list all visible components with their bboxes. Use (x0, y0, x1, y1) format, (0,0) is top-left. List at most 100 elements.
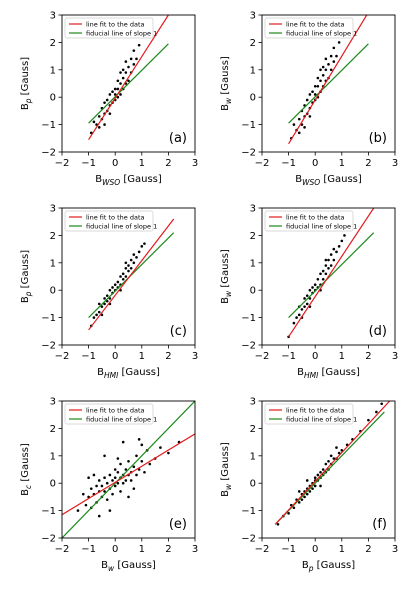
y-tick-label: −2 (41, 341, 56, 352)
legend-fiducial-label: fiducial line of slope 1 (286, 29, 357, 37)
data-point (303, 297, 306, 300)
data-point (297, 490, 301, 493)
data-point (108, 288, 112, 292)
x-tick-label: −2 (55, 351, 70, 362)
data-point (119, 462, 122, 466)
legend-fit-label: line fit to the data (286, 213, 344, 221)
data-point (303, 126, 306, 129)
y-tick-label: 1 (50, 258, 56, 269)
data-point (329, 54, 333, 58)
data-point (337, 451, 341, 455)
x-tick-label: −1 (81, 544, 96, 555)
data-point (132, 261, 136, 265)
data-point (335, 54, 338, 58)
x-axis-label: BHMI [Gauss] (97, 367, 160, 380)
data-point (292, 321, 296, 325)
legend-fit-label: line fit to the data (86, 213, 144, 221)
data-point (313, 93, 317, 96)
y-tick-label: −2 (241, 341, 256, 352)
data-point (308, 490, 312, 493)
data-point (335, 250, 338, 254)
data-point (332, 46, 336, 50)
data-point (113, 484, 117, 488)
fit-line (62, 433, 195, 516)
axes-frame (261, 14, 396, 153)
data-point (97, 115, 101, 118)
data-point (81, 492, 85, 496)
data-point (103, 302, 106, 306)
y-tick-label: 1 (250, 258, 256, 269)
data-point (116, 79, 120, 83)
data-point (113, 468, 117, 471)
data-point (308, 115, 312, 118)
panel-e: −2 −1 0 1 2 3 −2 −1 0 1 2 3 Bw [Gauss] Bc [Gauss] (e) l… (20, 397, 198, 574)
legend-fit-label: line fit to the data (286, 20, 344, 28)
fit-line (88, 218, 175, 331)
legend-box (64, 210, 154, 232)
data-point (305, 492, 309, 496)
data-point (116, 87, 120, 91)
data-point (332, 247, 336, 251)
y-tick-label: 0 (50, 286, 56, 297)
x-tick-label: 2 (165, 351, 171, 362)
y-tick-label: 3 (50, 397, 56, 408)
data-point (327, 459, 330, 463)
panel-label: (a) (169, 131, 187, 146)
legend-fiducial-label: fiducial line of slope 1 (286, 415, 357, 423)
y-tick-label: −1 (241, 506, 256, 517)
data-point (137, 438, 141, 441)
data-point (313, 484, 317, 488)
data-point (92, 316, 96, 319)
data-point (103, 123, 106, 126)
data-point (303, 495, 306, 499)
data-point (380, 402, 384, 406)
legend-fit-label: line fit to the data (286, 406, 344, 414)
y-tick-label: 1 (250, 451, 256, 462)
plot-area (274, 401, 391, 526)
data-point (319, 68, 322, 72)
data-point (319, 79, 322, 83)
data-point (300, 308, 304, 311)
data-point (97, 302, 101, 306)
axes-frame (61, 400, 196, 539)
x-tick-label: 1 (139, 351, 145, 362)
data-point (311, 90, 314, 94)
y-tick-label: 1 (50, 451, 56, 462)
y-tick-label: −1 (41, 506, 56, 517)
data-point (95, 484, 98, 488)
data-point (332, 457, 336, 460)
panel-label: (f) (372, 517, 387, 532)
data-point (316, 473, 320, 477)
data-point (367, 418, 370, 422)
x-tick-label: −2 (55, 158, 70, 169)
data-point (108, 112, 112, 115)
data-point (329, 68, 333, 72)
data-point (103, 476, 106, 480)
data-point (105, 294, 109, 297)
data-point (103, 297, 106, 300)
data-point (116, 457, 120, 460)
legend-fiducial-label: fiducial line of slope 1 (286, 222, 357, 230)
y-tick-label: 2 (50, 231, 56, 242)
data-point (324, 57, 328, 61)
data-point (297, 117, 301, 121)
data-point (300, 498, 304, 501)
x-tick-label: 0 (312, 351, 318, 362)
data-point (119, 82, 122, 85)
panel-label: (b) (369, 131, 387, 146)
data-point (143, 242, 146, 245)
data-point (108, 93, 112, 96)
x-axis-label: BWSO [Gauss] (95, 174, 162, 187)
axes-frame (261, 207, 396, 346)
data-point (127, 264, 130, 267)
data-point (103, 490, 106, 493)
data-point (105, 481, 109, 485)
panel-f: −2 −1 0 1 2 3 −2 −1 0 1 2 3 Bp [Gauss] Bw [Gauss] (f) l… (220, 397, 398, 574)
y-tick-label: 2 (50, 424, 56, 435)
y-tick-label: −1 (241, 120, 256, 131)
data-point (111, 479, 114, 482)
axes-frame (261, 400, 396, 539)
